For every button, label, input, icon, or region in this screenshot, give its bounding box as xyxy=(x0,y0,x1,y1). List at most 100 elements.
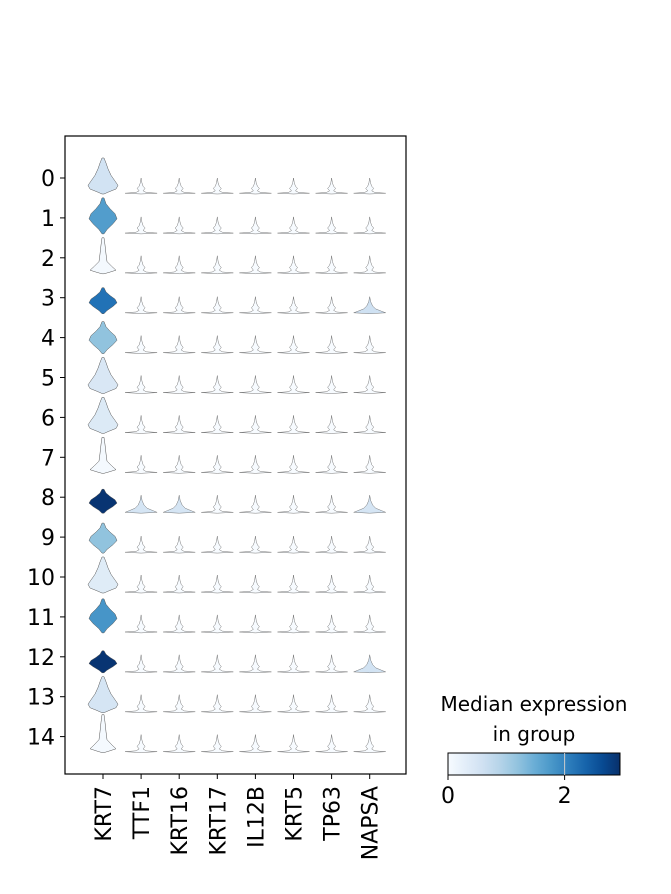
violin-il12b-group-10 xyxy=(239,574,272,594)
violin-krt5-group-14 xyxy=(277,734,310,753)
gene-axis: KRT7 TTF1 KRT16 KRT17 IL12B KRT5 TP63 NAPSA xyxy=(92,774,384,860)
violin-krt17-group-5 xyxy=(201,375,234,394)
violin-il12b-group-7 xyxy=(239,455,272,474)
violin-napsa-group-6 xyxy=(353,415,386,434)
violin-krt16-group-8 xyxy=(163,495,196,514)
gene-label-tp63: TP63 xyxy=(321,786,346,842)
group-label-2: 2 xyxy=(41,247,55,272)
violin-ttf1-group-13 xyxy=(125,694,158,713)
group-label-13: 13 xyxy=(27,686,55,711)
violin-tp63-group-13 xyxy=(315,694,348,713)
violin-il12b-group-1 xyxy=(239,216,272,235)
violin-napsa-group-9 xyxy=(353,536,386,554)
violin-krt7-group-0 xyxy=(87,157,119,195)
violin-ttf1-group-7 xyxy=(125,455,158,474)
violin-napsa-group-12 xyxy=(353,654,386,674)
violin-krt7-group-8 xyxy=(88,488,118,514)
violin-krt16-group-11 xyxy=(163,614,196,634)
group-label-6: 6 xyxy=(41,406,55,431)
violin-krt17-group-3 xyxy=(201,296,234,314)
gene-label-ttf1: TTF1 xyxy=(130,786,155,840)
violin-krt7-group-10 xyxy=(87,556,119,594)
violin-tp63-group-12 xyxy=(315,654,348,674)
violin-krt5-group-7 xyxy=(277,455,310,474)
violin-krt17-group-2 xyxy=(201,255,234,275)
violin-krt7-group-3 xyxy=(88,287,118,314)
violin-ttf1-group-4 xyxy=(125,335,158,354)
group-label-1: 1 xyxy=(41,207,55,232)
group-label-7: 7 xyxy=(41,446,55,471)
violin-tp63-group-3 xyxy=(315,296,348,314)
violin-tp63-group-5 xyxy=(315,375,348,394)
violin-krt5-group-11 xyxy=(277,614,310,634)
violin-krt5-group-4 xyxy=(277,335,310,354)
violin-krt17-group-0 xyxy=(201,177,234,195)
violin-il12b-group-8 xyxy=(239,495,272,514)
group-label-3: 3 xyxy=(41,287,55,312)
gene-label-il12b: IL12B xyxy=(244,786,269,848)
violin-krt5-group-1 xyxy=(277,216,310,235)
violin-krt7-group-11 xyxy=(88,598,118,634)
violin-napsa-group-1 xyxy=(353,216,386,235)
violin-ttf1-group-8 xyxy=(125,495,158,514)
violin-layer xyxy=(87,157,386,753)
group-label-10: 10 xyxy=(27,566,55,591)
violin-krt5-group-5 xyxy=(277,375,310,394)
violin-krt7-group-2 xyxy=(89,237,117,275)
violin-il12b-group-13 xyxy=(239,694,272,713)
group-label-12: 12 xyxy=(27,646,55,671)
gene-label-krt16: KRT16 xyxy=(168,786,193,856)
violin-il12b-group-5 xyxy=(239,375,272,394)
violin-ttf1-group-10 xyxy=(125,574,158,594)
violin-krt7-group-5 xyxy=(87,357,119,394)
violin-napsa-group-8 xyxy=(353,495,386,514)
colorbar-tick-label-0: 0 xyxy=(441,784,455,809)
violin-tp63-group-14 xyxy=(315,734,348,753)
violin-krt7-group-4 xyxy=(88,321,118,354)
gene-label-krt7: KRT7 xyxy=(92,786,117,842)
group-label-4: 4 xyxy=(41,327,55,352)
violin-krt16-group-10 xyxy=(163,574,196,594)
violin-napsa-group-14 xyxy=(353,734,386,753)
violin-ttf1-group-2 xyxy=(125,255,158,275)
violin-ttf1-group-1 xyxy=(125,216,158,235)
group-label-8: 8 xyxy=(41,486,55,511)
violin-krt17-group-8 xyxy=(201,495,234,514)
violin-napsa-group-2 xyxy=(353,255,386,275)
violin-krt16-group-2 xyxy=(163,255,196,275)
violin-krt16-group-13 xyxy=(163,694,196,713)
colorbar-title-line-1: Median expression xyxy=(441,692,628,716)
violin-tp63-group-11 xyxy=(315,614,348,634)
violin-ttf1-group-5 xyxy=(125,375,158,394)
violin-il12b-group-12 xyxy=(239,654,272,674)
violin-krt17-group-12 xyxy=(201,654,234,674)
violin-krt17-group-11 xyxy=(201,614,234,634)
violin-il12b-group-2 xyxy=(239,255,272,275)
violin-napsa-group-10 xyxy=(353,574,386,594)
violin-tp63-group-0 xyxy=(315,177,348,195)
group-label-14: 14 xyxy=(27,726,55,751)
group-label-9: 9 xyxy=(41,526,55,551)
violin-krt17-group-13 xyxy=(201,694,234,713)
violin-ttf1-group-14 xyxy=(125,734,158,753)
violin-krt5-group-3 xyxy=(277,296,310,314)
violin-krt17-group-4 xyxy=(201,335,234,354)
violin-napsa-group-13 xyxy=(353,694,386,713)
violin-il12b-group-9 xyxy=(239,536,272,554)
violin-krt16-group-9 xyxy=(163,536,196,554)
violin-krt5-group-0 xyxy=(277,177,310,195)
violin-ttf1-group-6 xyxy=(125,415,158,434)
violin-tp63-group-7 xyxy=(315,455,348,474)
violin-napsa-group-3 xyxy=(353,296,386,314)
violin-krt5-group-2 xyxy=(277,255,310,275)
violin-ttf1-group-11 xyxy=(125,614,158,634)
violin-krt7-group-13 xyxy=(87,676,119,713)
colorbar-gradient xyxy=(447,752,621,776)
violin-tp63-group-8 xyxy=(315,495,348,514)
violin-il12b-group-6 xyxy=(239,415,272,434)
violin-napsa-group-0 xyxy=(353,177,386,195)
violin-il12b-group-0 xyxy=(239,177,272,195)
violin-krt16-group-4 xyxy=(163,335,196,354)
